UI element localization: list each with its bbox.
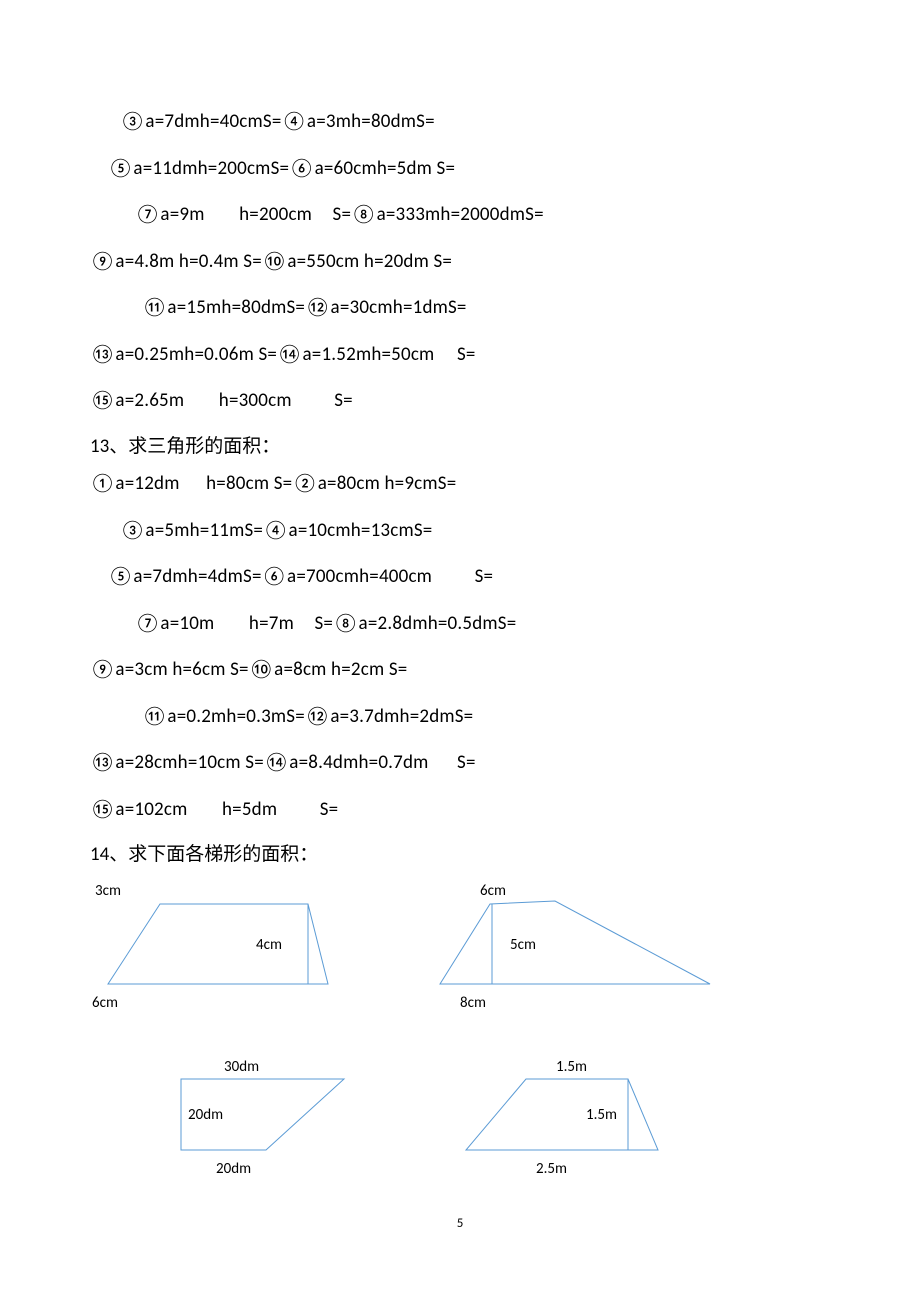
dimension-label: 20dm — [216, 1160, 251, 1178]
text-fragment: h=5dm — [218, 798, 278, 821]
dimension-label: 4cm — [256, 936, 282, 954]
trapezoid-outline — [440, 901, 710, 984]
text-fragment: ⑦a=10m — [135, 612, 214, 635]
trapezoid-3: 30dm 20dm 20dm — [126, 1055, 386, 1185]
section13-heading: 13、求三角形的面积： — [90, 434, 830, 461]
dimension-label: 30dm — [224, 1058, 259, 1076]
trapezoid-row-1: 3cm 4cm 6cm 6cm 5cm 8cm — [90, 879, 830, 1029]
text-fragment: ⑬a=28cmh=10cm S=⑭a=8.4dmh=0.7dm — [90, 751, 429, 774]
text-line: ⑮a=102cm h=5dm S= — [90, 796, 830, 825]
text-fragment: h=80cm S=②a=80cm h=9cmS= — [202, 472, 457, 495]
text-line: ③a=5mh=11mS=④a=10cmh=13cmS= — [90, 517, 830, 546]
dimension-label: 8cm — [460, 994, 486, 1012]
text-fragment: h=200cm — [235, 203, 312, 226]
dimension-label: 20dm — [188, 1106, 223, 1124]
text-fragment: h=7m — [244, 612, 294, 635]
text-fragment: ⑤a=7dmh=4dmS=⑥a=700cmh=400cm — [108, 565, 432, 588]
text-fragment: ①a=12dm — [90, 472, 180, 495]
text-line: ⑨a=4.8m h=0.4m S=⑩a=550cm h=20dm S= — [90, 248, 830, 277]
text-line: ⑪a=0.2mh=0.3mS=⑫a=3.7dmh=2dmS= — [90, 703, 830, 732]
text-fragment: ⑦a=9m — [135, 203, 205, 226]
text-fragment: S= — [453, 751, 476, 774]
trapezoid-diagram: 3cm 4cm 6cm — [90, 879, 370, 1029]
section14-heading: 14、求下面各梯形的面积： — [90, 842, 830, 869]
text-line: ⑬a=28cmh=10cm S=⑭a=8.4dmh=0.7dm S= — [90, 749, 830, 778]
trapezoid-4: 1.5m 1.5m 2.5m — [436, 1055, 716, 1185]
text-fragment: ⑮a=2.65m — [90, 389, 184, 412]
text-line: ⑮a=2.65m h=300cm S= — [90, 387, 830, 416]
text-line: ⑬a=0.25mh=0.06m S=⑭a=1.52mh=50cm S= — [90, 341, 830, 370]
trapezoid-diagram: 1.5m 1.5m 2.5m — [436, 1055, 716, 1185]
dimension-label: 1.5m — [556, 1058, 587, 1076]
dimension-label: 6cm — [480, 882, 506, 900]
dimension-label: 6cm — [92, 994, 118, 1012]
trapezoid-1: 3cm 4cm 6cm — [90, 879, 370, 1029]
text-line: ⑨a=3cm h=6cm S=⑩a=8cm h=2cm S= — [90, 656, 830, 685]
page: ③a=7dmh=40cmS=④a=3mh=80dmS= ⑤a=11dmh=200c… — [0, 0, 920, 1251]
dimension-label: 5cm — [510, 936, 536, 954]
text-line: ⑪a=15mh=80dmS=⑫a=30cmh=1dmS= — [90, 294, 830, 323]
text-fragment: ⑮a=102cm — [90, 798, 188, 821]
trapezoid-row-2: 30dm 20dm 20dm 1.5m 1.5m 2.5m — [90, 1055, 830, 1185]
text-fragment: S=⑧a=2.8dmh=0.5dmS= — [310, 612, 516, 635]
trapezoid-diagram: 6cm 5cm 8cm — [420, 879, 720, 1029]
dimension-label: 2.5m — [536, 1160, 567, 1178]
trapezoid-2: 6cm 5cm 8cm — [420, 879, 720, 1029]
dimension-label: 1.5m — [586, 1106, 617, 1124]
section12-lines: ③a=7dmh=40cmS=④a=3mh=80dmS= ⑤a=11dmh=200c… — [90, 108, 830, 416]
page-number: 5 — [0, 1216, 920, 1231]
text-line: ⑤a=11dmh=200cmS=⑥a=60cmh=5dm S= — [90, 155, 830, 184]
text-line: ①a=12dm h=80cm S=②a=80cm h=9cmS= — [90, 470, 830, 499]
dimension-label: 3cm — [95, 882, 121, 900]
text-fragment: S= — [470, 565, 493, 588]
text-fragment: S= — [315, 798, 338, 821]
text-fragment: S=⑧a=333mh=2000dmS= — [328, 203, 544, 226]
trapezoid-outline — [466, 1079, 658, 1150]
text-fragment: S= — [452, 343, 475, 366]
section13-lines: ①a=12dm h=80cm S=②a=80cm h=9cmS= ③a=5mh=1… — [90, 470, 830, 824]
trapezoid-diagram: 30dm 20dm 20dm — [126, 1055, 386, 1185]
trapezoid-outline — [108, 904, 328, 984]
text-line: ⑤a=7dmh=4dmS=⑥a=700cmh=400cm S= — [90, 563, 830, 592]
text-fragment: h=300cm — [214, 389, 291, 412]
text-fragment: ⑬a=0.25mh=0.06m S=⑭a=1.52mh=50cm — [90, 343, 434, 366]
text-fragment: S= — [330, 389, 353, 412]
text-line: ⑦a=9m h=200cm S=⑧a=333mh=2000dmS= — [90, 201, 830, 230]
text-line: ⑦a=10m h=7m S=⑧a=2.8dmh=0.5dmS= — [90, 610, 830, 639]
text-line: ③a=7dmh=40cmS=④a=3mh=80dmS= — [90, 108, 830, 137]
